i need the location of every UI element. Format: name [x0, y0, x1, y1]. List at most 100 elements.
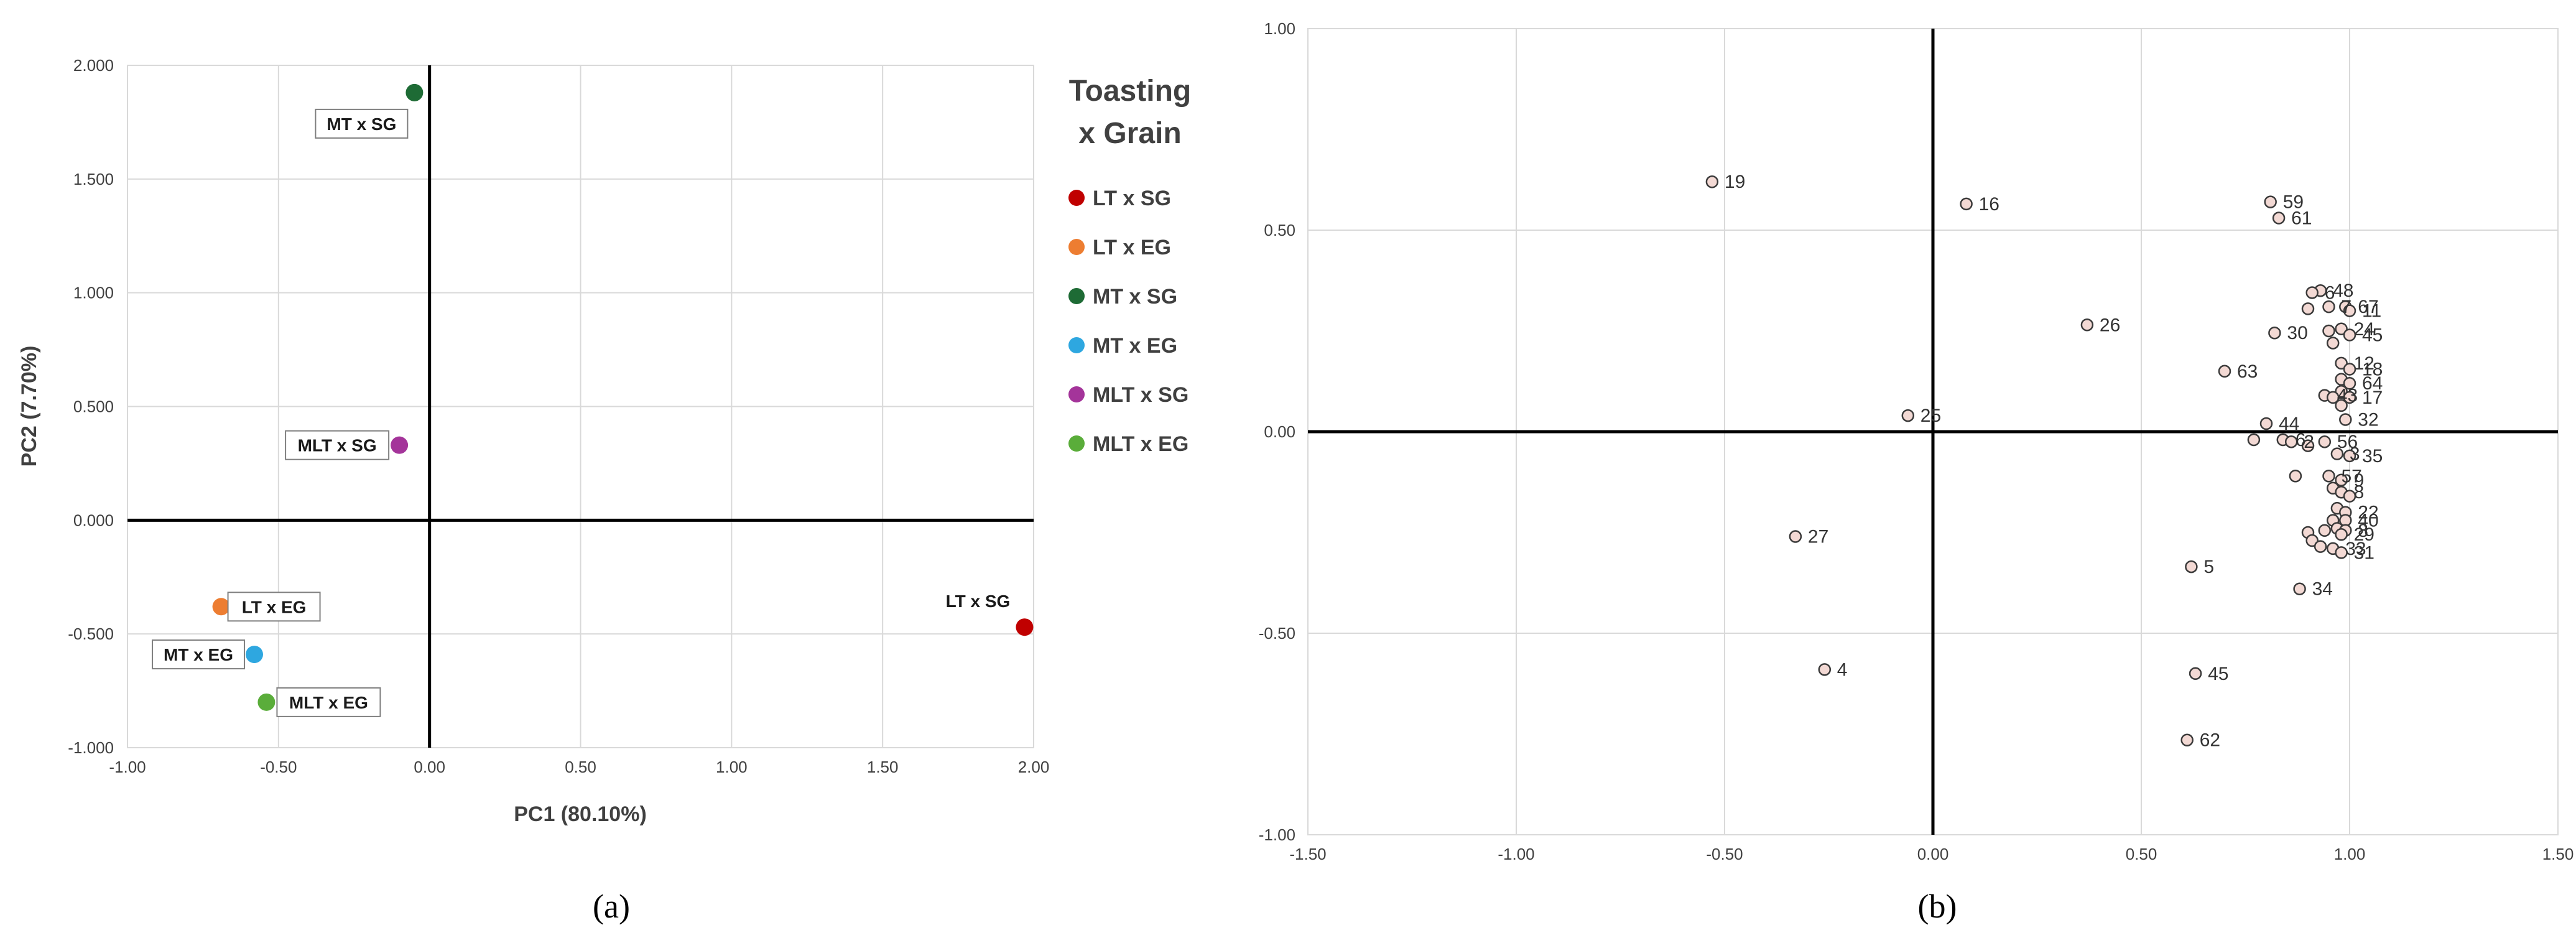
x-tick-label: 1.50	[2542, 845, 2574, 863]
zero-axes-a	[127, 65, 1034, 748]
loading-point	[2335, 546, 2348, 559]
loading-point	[2343, 328, 2356, 341]
loading-point	[1818, 663, 1832, 676]
loading-point-label: 67	[2358, 297, 2378, 317]
loading-point-label: 18	[2362, 360, 2383, 380]
legend-label: MLT x EG	[1093, 432, 1188, 456]
loading-point-label: 48	[2333, 281, 2353, 301]
loading-point	[2314, 540, 2327, 553]
loading-point-label: 19	[1725, 172, 1745, 192]
loading-point-label: 8	[2358, 521, 2368, 541]
loading-point	[2335, 356, 2348, 370]
point-label-box	[151, 639, 245, 670]
y-tick-label: -0.500	[68, 625, 114, 643]
loading-point	[1705, 175, 1719, 188]
data-point	[245, 646, 263, 664]
loading-point-label: 29	[2354, 524, 2374, 545]
loading-point-label: 45	[2208, 664, 2228, 684]
point-label: MT x EG	[164, 645, 233, 664]
loading-point-label: 40	[2358, 511, 2378, 531]
data-point	[1016, 618, 1034, 636]
x-tick-label: 0.00	[414, 758, 445, 776]
tick-labels-b: -1.50 -1.00 -0.50 0.00 0.50 1.00 1.501.000.500…	[1259, 19, 2574, 863]
panel-label-b: (b)	[1918, 888, 1957, 925]
legend-marker	[1068, 239, 1085, 255]
loading-point	[2326, 337, 2340, 350]
legend-label: MT x EG	[1093, 334, 1177, 358]
y-tick-label: -1.00	[1259, 825, 1295, 844]
loading-point-label: 24	[2354, 319, 2374, 340]
points-a	[212, 83, 1034, 711]
loading-point	[2322, 324, 2335, 338]
legend-marker	[1068, 435, 1085, 452]
y-axis-title-a: PC2 (7.70%)	[17, 346, 41, 467]
tick-labels-a: -1.00 -0.50 0.00 0.50 1.00 1.50 2.00 2.000 1.500…	[68, 56, 1049, 776]
loading-point-label: 22	[2358, 503, 2378, 523]
point-label-box	[315, 108, 409, 139]
loading-point-label: 57	[2342, 466, 2362, 486]
loading-point	[2326, 391, 2340, 404]
loading-point-label: 6	[2325, 282, 2335, 303]
loading-point-label: 17	[2362, 388, 2383, 408]
x-tick-label: 1.00	[716, 758, 748, 776]
loading-point-label: 35	[2362, 446, 2383, 467]
loading-point	[2264, 195, 2277, 208]
loading-point-label: 43	[2337, 386, 2358, 406]
loading-point	[2322, 300, 2335, 314]
y-tick-label: 1.000	[73, 284, 114, 302]
point-label: MT x SG	[327, 114, 396, 134]
loading-point	[2301, 439, 2315, 452]
legend: Toasting x Grain LT x SG LT x EG MT x SG MT…	[1068, 75, 1191, 456]
loading-point	[2343, 304, 2356, 317]
data-point	[391, 436, 409, 454]
loading-point	[2272, 211, 2286, 225]
loading-point-label: 59	[2283, 192, 2304, 213]
y-tick-label: 1.00	[1264, 19, 1295, 38]
y-tick-label: 0.500	[73, 397, 114, 416]
loading-point	[2218, 365, 2231, 378]
loading-point-label: 34	[2312, 579, 2333, 600]
legend-marker	[1068, 190, 1085, 206]
loading-point	[2335, 399, 2348, 412]
loading-point-label: 12	[2354, 353, 2374, 374]
legend-label: MLT x SG	[1093, 383, 1188, 407]
loading-point-label: 30	[2287, 323, 2307, 343]
loading-point-label: 9	[2354, 470, 2365, 491]
loading-point	[2343, 376, 2356, 390]
point-label: MLT x EG	[289, 693, 368, 712]
x-tick-label: -1.50	[1289, 845, 1326, 863]
zero-axes-b	[1308, 29, 2558, 835]
legend-items: LT x SG LT x EG MT x SG MT x EG MLT x SG MLT …	[1068, 187, 1188, 456]
legend-label: LT x EG	[1093, 236, 1171, 259]
loading-point-label: 31	[2354, 542, 2374, 563]
x-axis-title-a: PC1 (80.10%)	[514, 802, 647, 826]
y-tick-label: 1.500	[73, 170, 114, 188]
y-tick-label: -1.000	[68, 738, 114, 757]
x-tick-label: 1.50	[867, 758, 899, 776]
loading-point	[2335, 384, 2348, 398]
loading-point-label: 4	[1837, 659, 1848, 680]
loading-point-label: 61	[2291, 208, 2312, 229]
pca-scores-plot: -1.00 -0.50 0.00 0.50 1.00 1.50 2.00 2.000 1.500…	[17, 56, 1191, 826]
loading-point	[2318, 524, 2332, 537]
legend-label: MT x SG	[1093, 285, 1177, 309]
panel-label-a: (a)	[593, 888, 630, 925]
loading-point	[2318, 435, 2332, 448]
loading-point-label: 64	[2362, 373, 2383, 394]
x-tick-label: -0.50	[260, 758, 297, 776]
loading-point-label: 27	[1808, 526, 1828, 547]
loading-point-label: 63	[2237, 361, 2258, 382]
loading-point	[2330, 447, 2344, 460]
loading-point-label: 62	[2200, 730, 2220, 751]
loading-point	[2335, 473, 2348, 487]
loading-point	[1789, 530, 1802, 543]
legend-title-line2: x Grain	[1078, 117, 1181, 150]
loading-point	[2322, 470, 2335, 483]
loading-point-label: 6	[2296, 430, 2306, 450]
points-b	[1705, 175, 2356, 746]
loading-point	[2305, 286, 2319, 299]
loading-point-label: 8	[2354, 482, 2365, 503]
x-tick-label: 1.00	[2334, 845, 2366, 863]
loading-point	[2268, 326, 2281, 340]
